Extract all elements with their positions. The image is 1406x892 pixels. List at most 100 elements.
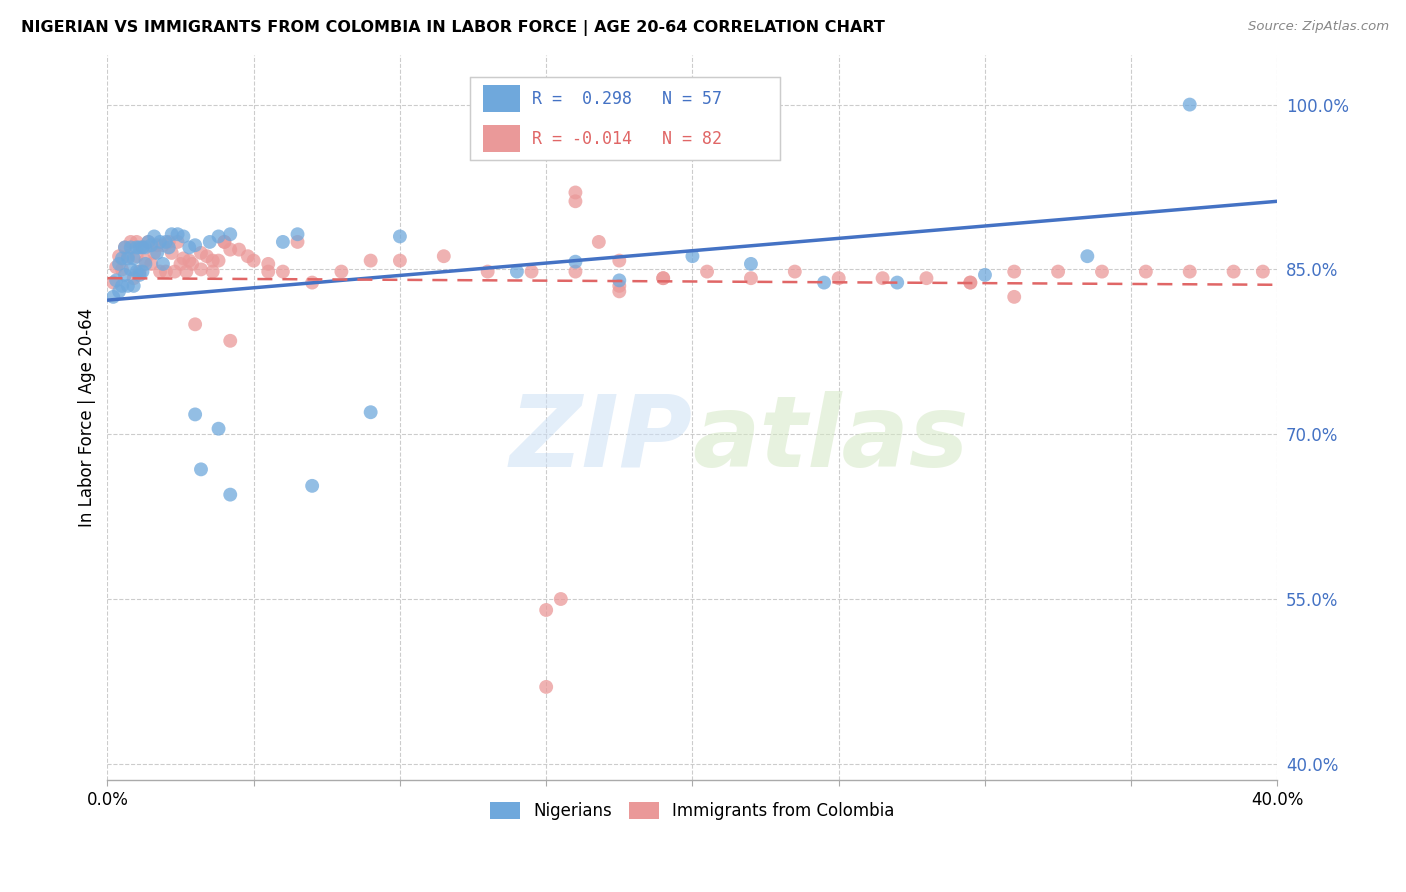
Point [166, 235, 188, 249]
Point [184, 408, 207, 422]
Point [1076, 249, 1098, 263]
Point [128, 268, 150, 282]
Point [257, 264, 280, 278]
Point [125, 235, 148, 249]
Point [190, 462, 212, 476]
Point [1002, 264, 1025, 278]
Point [138, 235, 160, 249]
Point [181, 257, 204, 271]
Point [534, 603, 557, 617]
Point [184, 238, 207, 252]
Point [143, 246, 166, 260]
Point [122, 278, 145, 293]
Point [157, 240, 180, 254]
Point [201, 264, 224, 278]
Point [152, 257, 174, 271]
Point [117, 278, 139, 293]
Point [120, 240, 142, 254]
Point [131, 240, 153, 254]
Point [388, 229, 411, 244]
Point [114, 240, 136, 254]
Point [131, 240, 153, 254]
Point [122, 252, 145, 266]
Point [122, 271, 145, 285]
Point [201, 253, 224, 268]
Point [872, 271, 894, 285]
Point [219, 243, 242, 257]
Point [813, 276, 835, 290]
Point [184, 318, 207, 332]
Point [214, 235, 236, 249]
Point [149, 264, 172, 278]
Point [157, 235, 180, 249]
Point [134, 253, 156, 268]
Point [219, 334, 242, 348]
Point [607, 273, 630, 287]
Point [271, 235, 294, 249]
Point [125, 240, 148, 254]
Point [242, 253, 264, 268]
Point [228, 243, 250, 257]
Point [287, 227, 309, 242]
Point [360, 253, 382, 268]
Point [103, 290, 125, 304]
Text: ZIP: ZIP [509, 391, 692, 488]
Point [152, 238, 174, 252]
Point [520, 264, 543, 278]
Point [169, 257, 191, 271]
Text: atlas: atlas [692, 391, 969, 488]
Point [103, 276, 125, 290]
Point [214, 235, 236, 249]
Point [163, 264, 186, 278]
Point [114, 240, 136, 254]
Point [141, 238, 163, 252]
Point [114, 268, 136, 282]
Point [740, 257, 762, 271]
Y-axis label: In Labor Force | Age 20-64: In Labor Force | Age 20-64 [79, 308, 96, 527]
Point [607, 253, 630, 268]
Point [190, 262, 212, 277]
Point [1047, 264, 1070, 278]
Point [271, 264, 294, 278]
Point [195, 249, 218, 263]
Point [134, 257, 156, 271]
Point [128, 240, 150, 254]
Point [433, 249, 456, 263]
Point [179, 240, 201, 254]
Point [108, 285, 131, 299]
Point [219, 488, 242, 502]
Point [287, 235, 309, 249]
Point [219, 227, 242, 242]
Point [141, 257, 163, 271]
Point [1002, 290, 1025, 304]
Point [236, 249, 259, 263]
Legend: Nigerians, Immigrants from Colombia: Nigerians, Immigrants from Colombia [484, 795, 901, 826]
Point [105, 260, 128, 275]
Point [198, 235, 221, 249]
Point [134, 240, 156, 254]
Point [257, 257, 280, 271]
Point [207, 422, 229, 436]
Point [108, 249, 131, 263]
Point [974, 268, 997, 282]
Point [143, 229, 166, 244]
Point [179, 253, 201, 268]
Point [550, 592, 572, 607]
Point [1178, 264, 1201, 278]
Point [155, 264, 177, 278]
Point [172, 229, 194, 244]
Point [1222, 264, 1244, 278]
Point [564, 264, 586, 278]
Point [120, 262, 142, 277]
Point [564, 254, 586, 268]
Point [959, 276, 981, 290]
Point [1178, 97, 1201, 112]
Point [959, 276, 981, 290]
Point [160, 246, 183, 260]
Point [506, 264, 529, 278]
Point [128, 264, 150, 278]
Point [564, 186, 586, 200]
Point [105, 273, 128, 287]
Point [330, 264, 353, 278]
Point [111, 252, 134, 266]
